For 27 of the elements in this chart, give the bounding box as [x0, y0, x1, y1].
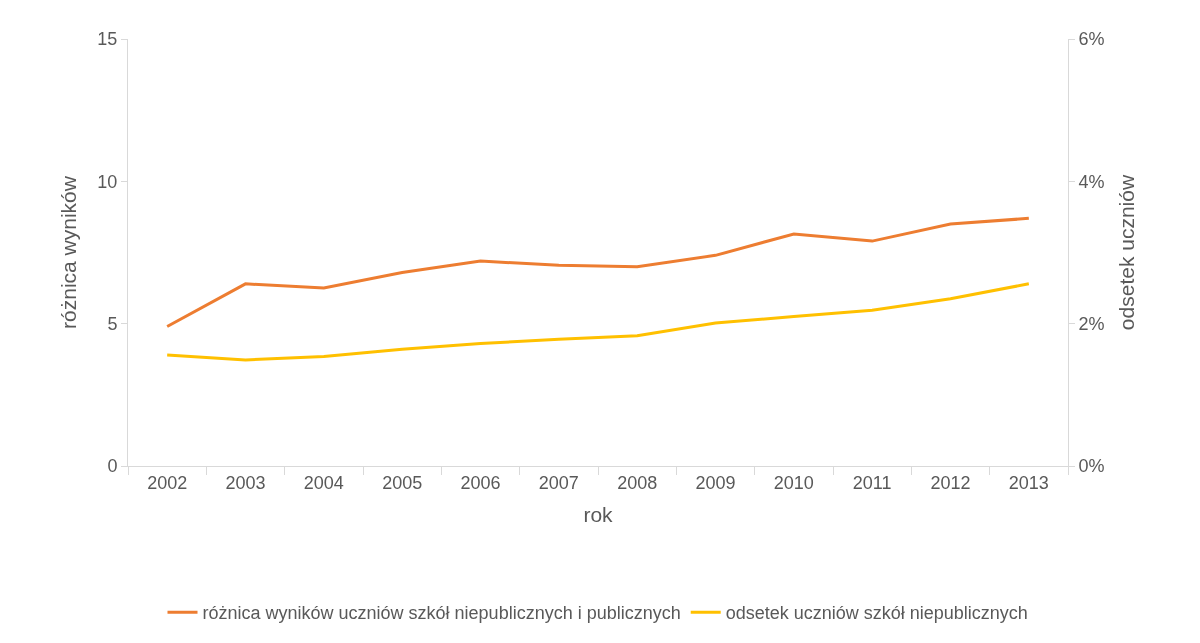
x-tick-label: 2004 — [303, 472, 344, 493]
y-tick-label: 5 — [107, 313, 118, 334]
y2-tick-label: 2% — [1078, 313, 1105, 334]
legend-label: różnica wyników uczniów szkół niepublicznych i publicznych — [202, 603, 681, 624]
line-series — [165, 216, 1031, 329]
x-tick-label: 2003 — [225, 472, 266, 493]
y-tick-label: 0 — [107, 456, 118, 477]
x-tick-label: 2013 — [1008, 472, 1049, 493]
y2-axis-title: odsetek uczniów — [1114, 174, 1138, 331]
y-tick-label: 10 — [97, 171, 118, 192]
line-series — [165, 282, 1031, 362]
x-tick-label: 2012 — [930, 472, 971, 493]
x-tick-label: 2011 — [852, 472, 892, 493]
x-tick-label: 2008 — [617, 472, 658, 493]
x-tick-label: 2002 — [147, 472, 188, 493]
y2-tick-label: 0% — [1078, 456, 1105, 477]
legend-label: odsetek uczniów szkół niepublicznych — [725, 603, 1028, 624]
x-axis-title: rok — [583, 502, 614, 526]
y-tick-label: 15 — [97, 29, 118, 50]
y2-tick-label: 6% — [1078, 29, 1105, 50]
x-tick-label: 2010 — [773, 472, 814, 493]
x-tick-label: 2006 — [460, 472, 501, 493]
y-axis-title: różnica wyników — [56, 175, 80, 329]
y2-tick-label: 4% — [1078, 171, 1105, 192]
x-tick-label: 2007 — [538, 472, 579, 493]
x-tick-label: 2009 — [695, 472, 736, 493]
x-tick-label: 2005 — [382, 472, 423, 493]
